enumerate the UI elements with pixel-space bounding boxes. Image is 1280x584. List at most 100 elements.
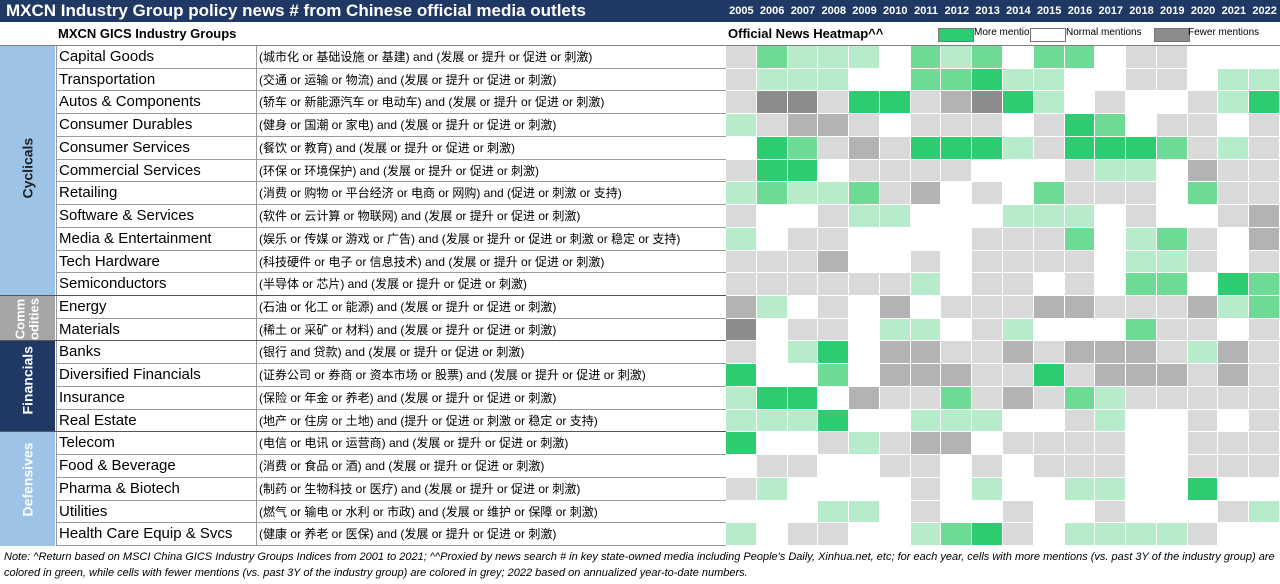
heatmap-cell	[1156, 114, 1188, 137]
heatmap-cell	[726, 364, 757, 387]
heatmap-cell	[787, 68, 819, 92]
heatmap-cell	[1249, 386, 1280, 410]
heatmap-cell	[1095, 364, 1127, 387]
heatmap-cell	[818, 341, 850, 365]
heatmap-cell	[1187, 205, 1219, 228]
heatmap-cell	[1187, 523, 1219, 547]
year-label: 2011	[914, 5, 938, 17]
keyword-query: (餐饮 or 教育) and (发展 or 提升 or 促进 or 刺激)	[256, 136, 726, 160]
heatmap-cell	[818, 432, 850, 456]
industry-name: Food & Beverage	[56, 455, 256, 478]
heatmap-cell	[1156, 296, 1188, 319]
year-label: 2015	[1036, 5, 1062, 17]
heatmap-cell	[1064, 182, 1096, 206]
heatmap-cell	[1095, 432, 1127, 456]
heatmap-cell	[1095, 341, 1127, 365]
heatmap-cell	[1095, 91, 1127, 115]
heatmap-cell	[849, 341, 880, 365]
heatmap-cell	[1033, 432, 1065, 456]
heatmap-cell	[972, 341, 1003, 365]
heatmap-cell	[1249, 205, 1280, 228]
heatmap-cell	[1187, 477, 1219, 501]
heatmap-cell	[787, 250, 819, 274]
heatmap-cell	[787, 182, 819, 206]
heatmap-cell	[818, 182, 850, 206]
keyword-query: (半导体 or 芯片) and (发展 or 提升 or 促进 or 刺激)	[256, 273, 726, 297]
heatmap-cell	[1033, 386, 1065, 410]
heatmap-cell	[910, 273, 942, 297]
heatmap-cell	[1249, 409, 1280, 433]
keyword-query: (制药 or 生物科技 or 医疗) and (发展 or 提升 or 促进 o…	[256, 477, 726, 501]
industry-name: Tech Hardware	[56, 250, 256, 274]
heatmap-cell	[1156, 364, 1188, 387]
heatmap-cell	[972, 227, 1003, 251]
heatmap-cell	[1187, 364, 1219, 387]
heatmap-cell	[1126, 46, 1157, 69]
heatmap-cell	[1249, 500, 1280, 524]
heatmap-cell	[1249, 523, 1280, 547]
heatmap-cell	[941, 386, 973, 410]
heatmap-cell	[1249, 227, 1280, 251]
sector-cyclicals: Cyclicals	[0, 46, 55, 297]
heatmap-cell	[1187, 341, 1219, 365]
heatmap-cell	[756, 296, 788, 319]
heatmap-cell	[879, 46, 911, 69]
heatmap-cell	[756, 500, 788, 524]
heatmap-cell	[1003, 500, 1034, 524]
heatmap-cell	[787, 341, 819, 365]
heatmap-cell	[1218, 114, 1250, 137]
heatmap-cell	[1249, 296, 1280, 319]
year-label: 2012	[944, 5, 970, 17]
heatmap-cell	[1095, 409, 1127, 433]
heatmap-cell	[1064, 364, 1096, 387]
heatmap-cell	[787, 227, 819, 251]
heatmap-cell	[1064, 409, 1096, 433]
heatmap-cell	[1218, 136, 1250, 160]
heatmap-cell	[1095, 205, 1127, 228]
heatmap-cell	[879, 455, 911, 478]
heatmap-cell	[1033, 523, 1065, 547]
heatmap-cell	[849, 91, 880, 115]
heatmap-cell	[1187, 91, 1219, 115]
heatmap-cell	[1218, 523, 1250, 547]
heatmap-cell	[1126, 432, 1157, 456]
heatmap-cell	[1249, 182, 1280, 206]
heatmap-cell	[1003, 68, 1034, 92]
industry-name: Real Estate	[56, 409, 256, 433]
industry-name: Energy	[56, 296, 256, 319]
heatmap-cell	[1126, 477, 1157, 501]
heatmap-cell	[849, 159, 880, 183]
heatmap-cell	[1218, 91, 1250, 115]
industry-name: Autos & Components	[56, 91, 256, 115]
heatmap-cell	[1003, 205, 1034, 228]
heatmap-cell	[1218, 46, 1250, 69]
heatmap-cell	[1003, 159, 1034, 183]
keyword-query: (软件 or 云计算 or 物联网) and (发展 or 提升 or 促进 o…	[256, 205, 726, 228]
heatmap-cell	[1033, 68, 1065, 92]
heatmap-cell	[879, 386, 911, 410]
sector-label: Comm odities	[12, 297, 42, 340]
year-label: 2010	[883, 5, 908, 17]
heatmap-cell	[941, 523, 973, 547]
heatmap-cell	[1156, 68, 1188, 92]
heatmap-cell	[910, 68, 942, 92]
heatmap-cell	[1003, 91, 1034, 115]
heatmap-cell	[910, 341, 942, 365]
keyword-query: (燃气 or 输电 or 水利 or 市政) and (发展 or 维护 or …	[256, 500, 726, 524]
heatmap-cell	[1095, 182, 1127, 206]
heatmap-cell	[941, 409, 973, 433]
year-label: 2006	[759, 5, 785, 17]
heatmap-cell	[1095, 273, 1127, 297]
heatmap-cell	[1003, 523, 1034, 547]
heatmap-cell	[1126, 500, 1157, 524]
year-label: 2016	[1067, 5, 1093, 17]
heatmap-cell	[849, 296, 880, 319]
heatmap-cell	[879, 409, 911, 433]
industry-name: Utilities	[56, 500, 256, 524]
heatmap-cell	[726, 91, 757, 115]
heatmap-cell	[1033, 477, 1065, 501]
heatmap-cell	[910, 159, 942, 183]
heatmap-cell	[910, 296, 942, 319]
heatmap-cell	[849, 477, 880, 501]
heatmap-cell	[972, 136, 1003, 160]
